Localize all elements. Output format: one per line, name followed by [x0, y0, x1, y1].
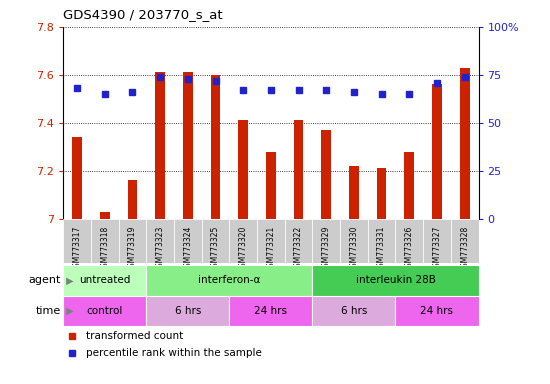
Bar [395, 219, 423, 263]
Text: GDS4390 / 203770_s_at: GDS4390 / 203770_s_at [63, 8, 223, 21]
Bar [395, 296, 478, 326]
Text: 24 hrs: 24 hrs [254, 306, 287, 316]
Bar [294, 121, 304, 219]
Bar [155, 73, 165, 219]
Text: GSM773325: GSM773325 [211, 225, 220, 272]
Text: GSM773321: GSM773321 [266, 225, 276, 272]
Bar [146, 296, 229, 326]
Text: control: control [86, 306, 123, 316]
Bar [266, 152, 276, 219]
Bar [91, 219, 119, 263]
Text: percentile rank within the sample: percentile rank within the sample [86, 348, 262, 358]
Bar [119, 219, 146, 263]
Bar [404, 152, 414, 219]
Bar [146, 265, 312, 296]
Text: GSM773327: GSM773327 [432, 225, 442, 272]
Bar [229, 296, 312, 326]
Text: interleukin 28B: interleukin 28B [355, 275, 436, 285]
Text: GSM773326: GSM773326 [405, 225, 414, 272]
Bar [63, 219, 91, 263]
Bar [63, 265, 146, 296]
Text: GSM773319: GSM773319 [128, 225, 137, 272]
Bar [257, 219, 285, 263]
Text: GSM773330: GSM773330 [349, 225, 359, 272]
Text: GSM773320: GSM773320 [239, 225, 248, 272]
Text: transformed count: transformed count [86, 331, 183, 341]
Text: ▶: ▶ [63, 275, 73, 285]
Bar [229, 219, 257, 263]
Bar [312, 219, 340, 263]
Text: GSM773329: GSM773329 [322, 225, 331, 272]
Bar [238, 121, 248, 219]
Bar [146, 219, 174, 263]
Bar [377, 169, 387, 219]
Bar [312, 296, 395, 326]
Text: 6 hrs: 6 hrs [175, 306, 201, 316]
Text: 24 hrs: 24 hrs [421, 306, 453, 316]
Text: GSM773318: GSM773318 [100, 225, 109, 272]
Bar [128, 180, 138, 219]
Bar [423, 219, 451, 263]
Text: time: time [35, 306, 60, 316]
Bar [451, 219, 478, 263]
Text: GSM773317: GSM773317 [73, 225, 81, 272]
Text: GSM773331: GSM773331 [377, 225, 386, 272]
Text: 6 hrs: 6 hrs [341, 306, 367, 316]
Text: interferon-α: interferon-α [198, 275, 261, 285]
Text: untreated: untreated [79, 275, 130, 285]
Bar [340, 219, 368, 263]
Bar [100, 212, 109, 219]
Text: ▶: ▶ [63, 306, 73, 316]
Bar [72, 137, 82, 219]
Bar [432, 84, 442, 219]
Text: GSM773322: GSM773322 [294, 225, 303, 272]
Bar [321, 130, 331, 219]
Text: GSM773323: GSM773323 [156, 225, 164, 272]
Bar [63, 296, 146, 326]
Bar [312, 265, 478, 296]
Bar [285, 219, 312, 263]
Bar [460, 68, 470, 219]
Bar [349, 166, 359, 219]
Bar [211, 75, 221, 219]
Text: GSM773324: GSM773324 [183, 225, 192, 272]
Bar [368, 219, 395, 263]
Text: GSM773328: GSM773328 [460, 225, 469, 272]
Bar [174, 219, 202, 263]
Bar [183, 73, 192, 219]
Bar [202, 219, 229, 263]
Text: agent: agent [28, 275, 60, 285]
